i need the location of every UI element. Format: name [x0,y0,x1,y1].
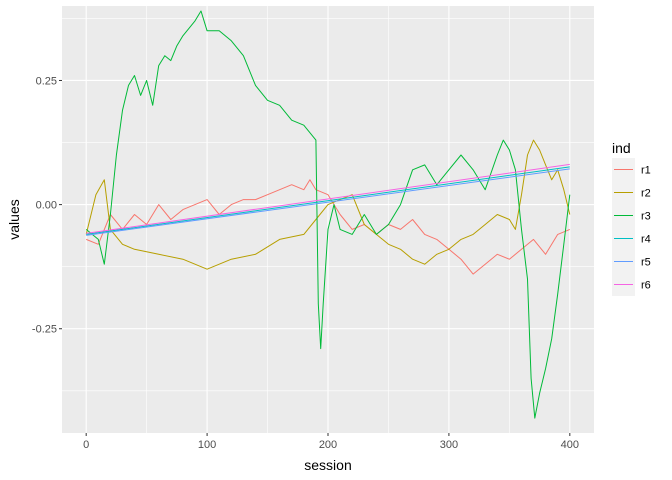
series-line-r6 [86,163,570,234]
legend-label-r5: r5 [641,257,651,269]
x-axis-title: session [304,457,351,473]
legend-item-r2: r2 [612,181,651,204]
legend-item-r1: r1 [612,158,651,181]
series-line-r1 [86,179,570,275]
legend-label-r6: r6 [641,280,651,292]
y-tick-label: 0.00 [36,200,57,212]
series-line-r2 [85,139,571,270]
x-tick-label: 100 [198,439,216,451]
legend: ind r1 r2 r3 r4 r5 r6 [612,140,651,296]
legend-label-r3: r3 [641,211,651,223]
legend-items: r1 r2 r3 r4 r5 r6 [612,158,651,296]
series-line-r3 [85,10,571,419]
legend-label-r4: r4 [641,234,651,246]
legend-item-r3: r3 [612,204,651,227]
y-axis-title: values [6,199,22,239]
x-tick-label: 200 [319,439,337,451]
x-tick-label: 300 [440,439,458,451]
legend-item-r6: r6 [612,273,651,296]
major-gridlines [62,6,594,433]
series-lines [85,10,571,419]
series-line-r5 [86,168,570,236]
y-axis-ticks: -0.25 0.00 0.25 [32,75,62,336]
x-tick-label: 400 [561,439,579,451]
legend-label-r1: r1 [641,165,651,177]
x-axis-ticks: 0 100 200 300 400 [83,433,579,451]
legend-item-r4: r4 [612,227,651,250]
legend-label-r2: r2 [641,188,651,200]
legend-item-r5: r5 [612,250,651,273]
y-tick-label: 0.25 [36,75,57,87]
legend-title: ind [612,140,631,156]
y-tick-label: -0.25 [32,324,57,336]
series-line-r4 [86,166,570,235]
x-tick-label: 0 [83,439,89,451]
